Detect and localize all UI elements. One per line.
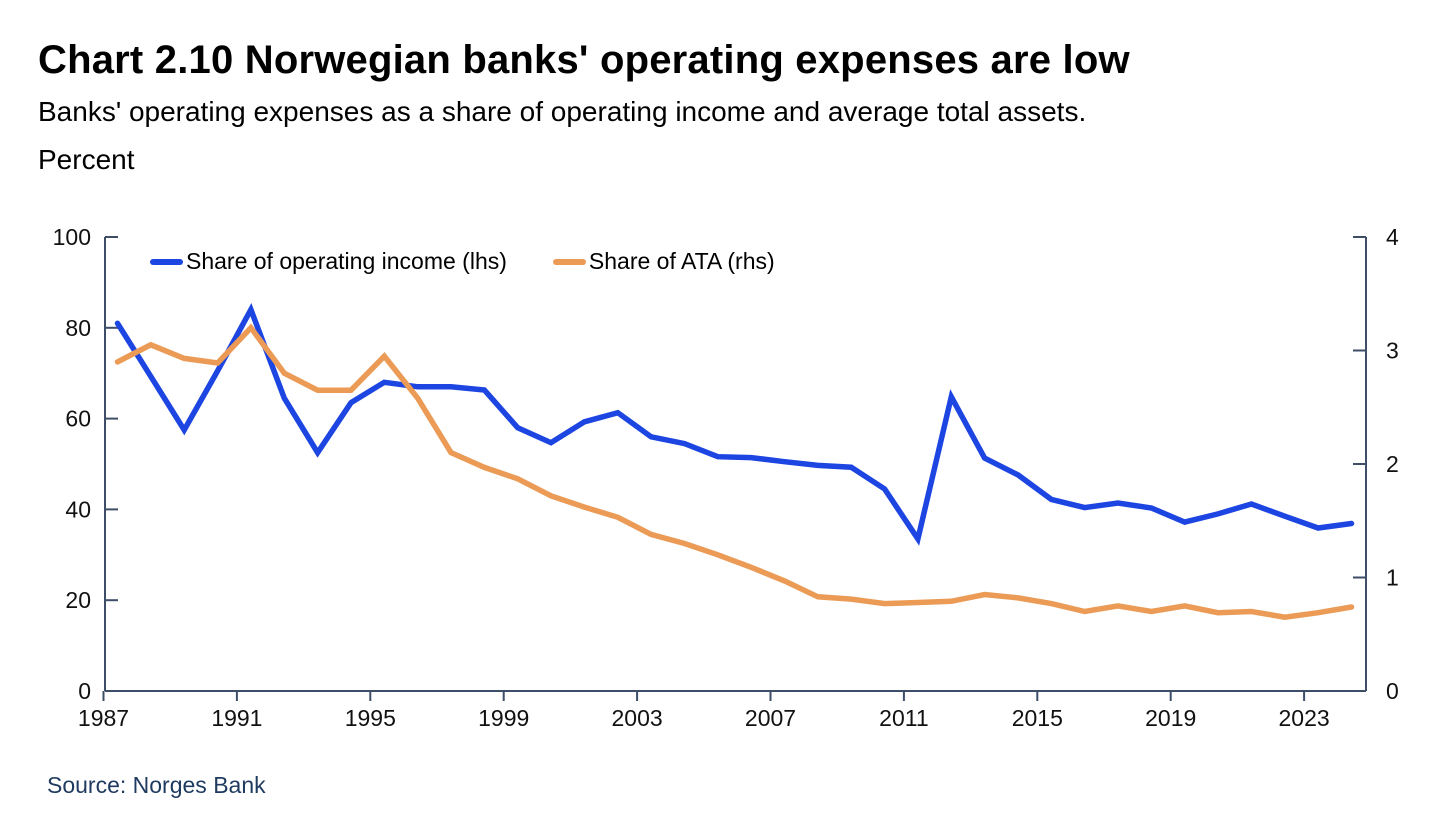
series-line-ata — [114, 323, 1355, 620]
x-tick-label: 1999 — [478, 705, 529, 731]
y-left-tick-label: 100 — [53, 224, 91, 250]
x-tick-label: 2019 — [1145, 705, 1196, 731]
x-tick-label: 2007 — [745, 705, 796, 731]
legend-swatch-operating-income — [150, 258, 183, 265]
y-left-tick-label: 60 — [65, 406, 91, 432]
chart-subtitle: Banks' operating expenses as a share of … — [38, 96, 1087, 127]
x-tick-label: 2015 — [1012, 705, 1063, 731]
legend-label-operating-income: Share of operating income (lhs) — [186, 248, 507, 274]
legend-swatch-ata — [552, 258, 586, 265]
y-right-tick-label: 3 — [1386, 338, 1399, 364]
series-line-operating-income — [114, 303, 1355, 546]
x-tick-label: 1987 — [78, 705, 129, 731]
y-left-tick-label: 0 — [78, 678, 91, 704]
y-left-tick-label: 80 — [65, 315, 91, 341]
y-right-tick-label: 0 — [1386, 678, 1399, 704]
y-left-tick-label: 20 — [65, 587, 91, 613]
legend-item-operating-income: Share of operating income (lhs) — [150, 248, 507, 275]
x-tick-label: 2023 — [1279, 705, 1330, 731]
chart-title: Chart 2.10 Norwegian banks' operating ex… — [38, 38, 1130, 82]
y-right-tick-label: 4 — [1386, 224, 1399, 250]
chart-unit-label: Percent — [38, 144, 135, 175]
source-line: Source: Norges Bank — [47, 772, 266, 798]
y-right-tick-label: 1 — [1386, 565, 1399, 591]
legend: Share of operating income (lhs) Share of… — [150, 248, 775, 275]
legend-item-ata: Share of ATA (rhs) — [552, 248, 775, 275]
x-tick-label: 1991 — [211, 705, 262, 731]
y-right-tick-label: 2 — [1386, 451, 1399, 477]
y-left-tick-label: 40 — [65, 496, 91, 522]
x-tick-label: 2003 — [612, 705, 663, 731]
x-tick-label: 1995 — [345, 705, 396, 731]
x-tick-label: 2011 — [879, 705, 928, 731]
legend-label-ata: Share of ATA (rhs) — [588, 248, 775, 274]
